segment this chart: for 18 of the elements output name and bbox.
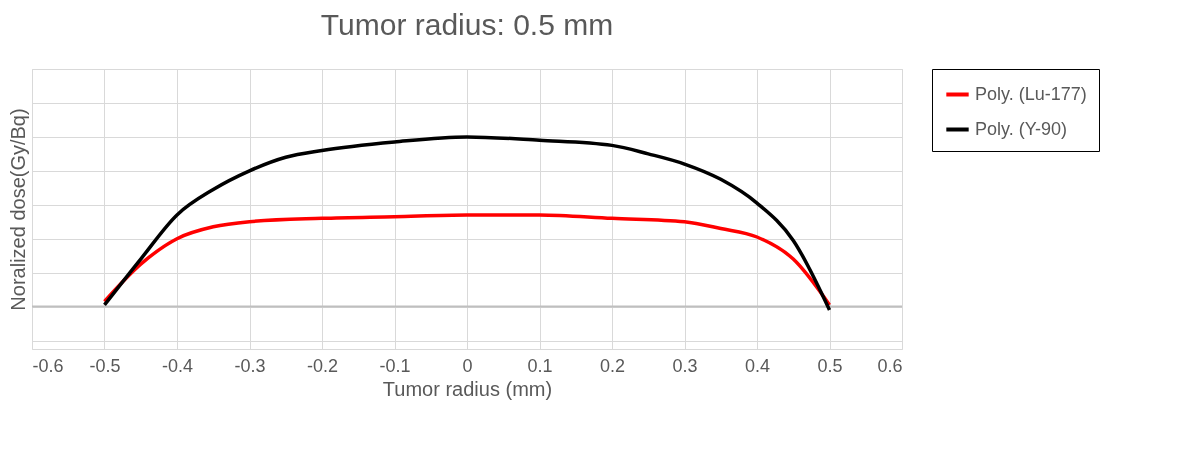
legend-label: Poly. (Y-90) [975, 118, 1068, 139]
x-tick-label: 0.2 [599, 355, 626, 376]
x-tick-label: 0.1 [527, 355, 553, 376]
x-tick-label: -0.4 [161, 355, 194, 376]
chart-title: Tumor radius: 0.5 mm [320, 7, 614, 41]
x-tick-label: 0.5 [817, 355, 843, 376]
x-tick-label: 0 [462, 355, 473, 376]
x-tick-label: -0.6 [32, 355, 64, 376]
legend-label: Poly. (Lu-177) [975, 83, 1087, 104]
y-axis-title: Noralized dose(Gy/Bq) [6, 108, 29, 311]
x-tick-label: -0.5 [89, 355, 121, 376]
x-tick-label: -0.1 [379, 355, 411, 376]
x-tick-label: 0.3 [672, 355, 698, 376]
x-tick-label: 0.4 [744, 355, 771, 376]
x-tick-label: -0.2 [306, 355, 339, 376]
x-axis-title: Tumor radius (mm) [382, 377, 553, 400]
x-tick-label: -0.3 [234, 355, 266, 376]
x-tick-label: 0.6 [877, 355, 903, 376]
